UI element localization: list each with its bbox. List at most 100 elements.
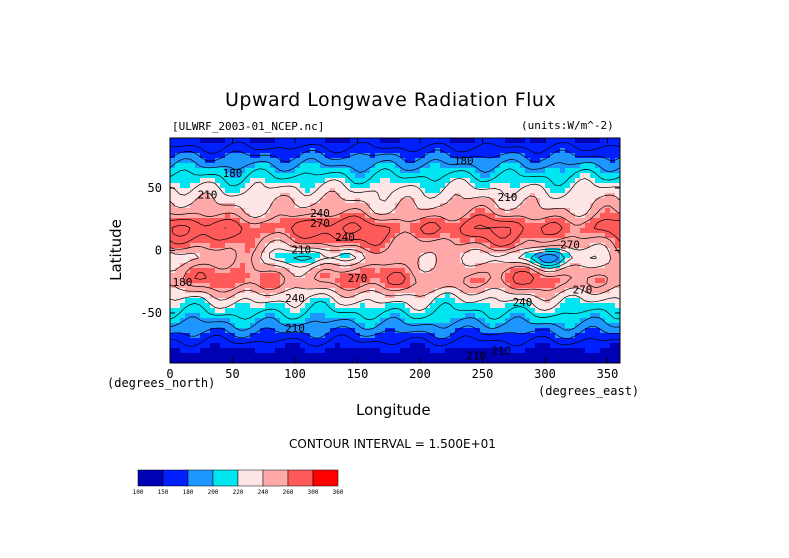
field-cell (515, 338, 521, 344)
field-cell (260, 268, 266, 274)
field-cell (265, 248, 271, 254)
field-cell (440, 248, 446, 254)
field-cell (190, 173, 196, 179)
field-cell (550, 218, 556, 224)
field-cell (465, 253, 471, 259)
field-cell (520, 248, 526, 254)
field-cell (400, 203, 406, 209)
field-cell (355, 293, 361, 299)
field-cell (225, 188, 231, 194)
field-cell (560, 203, 566, 209)
field-cell (210, 343, 216, 349)
field-cell (510, 243, 516, 249)
field-cell (195, 208, 201, 214)
field-cell (430, 198, 436, 204)
field-cell (295, 308, 301, 314)
field-cell (565, 313, 571, 319)
field-cell (215, 233, 221, 239)
field-cell (265, 313, 271, 319)
field-cell (445, 233, 451, 239)
field-cell (495, 138, 501, 144)
field-cell (480, 353, 486, 359)
field-cell (210, 223, 216, 229)
field-cell (405, 153, 411, 159)
field-cell (480, 288, 486, 294)
field-cell (455, 328, 461, 334)
field-cell (360, 328, 366, 334)
field-cell (455, 293, 461, 299)
field-cell (440, 293, 446, 299)
field-cell (580, 228, 586, 234)
field-cell (290, 218, 296, 224)
field-cell (440, 268, 446, 274)
field-cell (265, 178, 271, 184)
field-cell (540, 203, 546, 209)
field-cell (320, 163, 326, 169)
field-cell (230, 253, 236, 259)
field-cell (375, 193, 381, 199)
field-cell (210, 278, 216, 284)
field-cell (400, 323, 406, 329)
field-cell (230, 353, 236, 359)
field-cell (590, 298, 596, 304)
field-cell (555, 278, 561, 284)
field-cell (595, 343, 601, 349)
field-cell (335, 353, 341, 359)
field-cell (365, 348, 371, 354)
field-cell (435, 353, 441, 359)
field-cell (190, 308, 196, 314)
contour-label: 240 (310, 207, 330, 220)
field-cell (365, 138, 371, 144)
field-cell (265, 298, 271, 304)
field-cell (170, 193, 176, 199)
field-cell (355, 278, 361, 284)
field-cell (385, 238, 391, 244)
y-axis-label: Latitude (106, 219, 125, 281)
field-cell (345, 323, 351, 329)
field-cell (570, 333, 576, 339)
field-cell (295, 303, 301, 309)
field-cell (245, 313, 251, 319)
field-cell (365, 223, 371, 229)
field-cell (230, 333, 236, 339)
field-cell (170, 343, 176, 349)
field-cell (585, 213, 591, 219)
field-cell (515, 143, 521, 149)
field-cell (305, 338, 311, 344)
field-cell (435, 143, 441, 149)
field-cell (580, 168, 586, 174)
field-cell (560, 263, 566, 269)
field-cell (325, 143, 331, 149)
field-cell (230, 328, 236, 334)
field-cell (345, 228, 351, 234)
field-cell (445, 343, 451, 349)
field-cell (520, 288, 526, 294)
field-cell (320, 333, 326, 339)
field-cell (360, 338, 366, 344)
field-cell (190, 248, 196, 254)
field-cell (275, 278, 281, 284)
field-cell (210, 338, 216, 344)
field-cell (550, 183, 556, 189)
field-cell (395, 268, 401, 274)
field-cell (500, 338, 506, 344)
field-cell (515, 298, 521, 304)
field-cell (615, 153, 620, 159)
field-cell (585, 198, 591, 204)
field-cell (260, 208, 266, 214)
field-cell (275, 168, 281, 174)
field-cell (510, 263, 516, 269)
field-cell (470, 338, 476, 344)
field-cell (605, 183, 611, 189)
field-cell (385, 283, 391, 289)
field-cell (445, 268, 451, 274)
field-cell (605, 333, 611, 339)
field-cell (295, 283, 301, 289)
field-cell (570, 248, 576, 254)
field-cell (420, 303, 426, 309)
field-cell (560, 313, 566, 319)
field-cell (250, 193, 256, 199)
field-cell (365, 343, 371, 349)
field-cell (415, 223, 421, 229)
field-cell (575, 228, 581, 234)
